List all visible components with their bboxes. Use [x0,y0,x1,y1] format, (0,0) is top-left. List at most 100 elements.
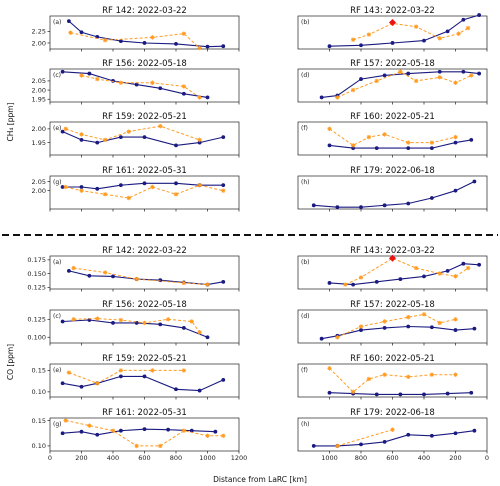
ytick-label-b0-p4-0: 1.95 [32,139,46,147]
point-b0-p5-0-0 [327,143,332,148]
highlight-point-b0-p1 [389,19,396,27]
point-b1-p5-0-4 [422,392,426,397]
point-b0-p6-0-4 [142,181,147,186]
series-line-b0-p4-0 [62,131,224,146]
point-b0-p0-1-0 [68,30,73,35]
point-b1-p6-1-7 [221,433,226,438]
xtick-label-b1-p7-2: 600 [386,454,398,462]
point-b0-p4-0-6 [197,140,202,145]
point-b1-p3-1-0 [335,335,340,340]
point-b0-p7-0-1 [335,205,340,210]
panel-title-b1-p1: RF 143: 2022-03-22 [350,246,435,256]
xtick-label-b1-p6-2: 400 [107,454,119,462]
point-b1-p2-0-0 [60,319,65,324]
point-b0-p0-1-2 [150,35,155,40]
point-b0-p2-0-4 [158,86,163,91]
point-b0-p3-0-2 [359,77,363,81]
point-b0-p4-0-5 [174,143,178,148]
point-b1-p6-0-5 [166,427,171,432]
point-b1-p1-1-0 [343,282,348,287]
point-b1-p7-0-2 [359,442,363,447]
point-b0-p7-0-3 [382,203,387,208]
point-b1-p6-0-1 [79,429,84,434]
point-b1-p4-1-3 [150,368,155,373]
panel-letter-b1-p0: (a) [53,259,61,266]
ytick-label-b1-p6-0: 0.10 [32,442,46,450]
point-b0-p1-1-4 [437,36,442,41]
point-b0-p0-1-4 [197,45,202,51]
point-b1-p1-1-3 [413,265,419,271]
xtick-label-b1-p6-5: 1000 [199,454,216,462]
panel-title-b0-p6: RF 161: 2022-05-31 [102,166,187,176]
panel-letter-b1-p5: (f) [301,367,308,374]
series-line-b1-p3-0 [321,325,475,340]
point-b1-p4-1-2 [118,368,124,373]
point-b1-p5-1-3 [382,372,387,377]
point-b1-p2-0-2 [111,321,115,325]
panel-title-b0-p3: RF 157: 2022-05-18 [350,59,435,69]
point-b0-p6-1-6 [197,182,202,188]
point-b0-p3-1-1 [350,87,356,93]
point-b1-p3-1-4 [421,312,427,317]
xtick-label-b1-p7-1: 800 [355,454,367,462]
point-b0-p4-0-4 [142,135,147,140]
point-b0-p5-1-2 [366,134,372,140]
point-b1-p3-0-5 [429,325,434,330]
point-b1-p2-1-6 [197,330,202,335]
point-b1-p2-1-2 [118,317,124,323]
point-b1-p0-1-3 [181,280,187,286]
panel-letter-b0-p2: (c) [53,72,61,79]
point-b1-p2-1-5 [189,319,194,324]
point-b1-p0-0-1 [87,273,92,278]
point-b1-p7-1-0 [335,443,340,449]
point-b0-p7-0-4 [406,201,411,206]
ytick-label-b0-p2-0: 1.95 [32,96,46,104]
point-b0-p1-0-4 [445,29,450,34]
point-b0-p6-0-2 [95,186,100,191]
point-b1-p1-0-5 [445,268,450,273]
xtick-label-b1-p7-0: 1000 [321,454,338,462]
ytick-label-b1-p4-1: 0.15 [32,367,46,375]
point-b0-p2-1-4 [181,84,187,89]
panel-letter-b1-p1: (b) [301,259,310,266]
point-b1-p3-1-6 [453,317,458,322]
point-b0-p1-0-0 [327,44,332,49]
point-b0-p3-0-6 [461,69,466,74]
point-b1-p2-1-0 [71,317,76,322]
point-b1-p0-1-4 [205,282,210,287]
panel-letter-b0-p1: (b) [301,19,310,26]
point-b1-p6-1-3 [134,443,139,449]
point-b0-p4-0-2 [95,140,100,145]
point-b1-p0-0-0 [67,268,71,273]
ytick-label-b1-p0-1: 0.150 [27,270,46,278]
point-b1-p1-1-4 [437,271,442,276]
point-b0-p3-0-5 [437,69,442,74]
point-b0-p7-0-6 [453,188,458,193]
point-b0-p5-0-2 [374,146,379,151]
point-b1-p3-0-6 [453,328,458,332]
point-b0-p1-1-0 [350,37,356,42]
point-b0-p7-0-2 [359,205,363,210]
point-b1-p5-0-5 [445,391,450,396]
ytick-label-b0-p6-1: 2.05 [32,178,46,186]
point-b1-p4-0-5 [174,387,178,392]
point-b0-p6-1-5 [173,192,179,197]
point-b1-p3-1-1 [358,324,364,329]
point-b1-p4-1-0 [66,370,72,375]
point-b1-p5-0-2 [374,392,379,397]
point-b1-p6-0-0 [60,431,65,436]
point-b0-p7-0-0 [311,203,316,208]
panel-title-b0-p5: RF 160: 2022-05-21 [350,112,435,122]
point-b1-p1-0-2 [374,279,379,284]
series-line-b1-p7-1 [337,429,393,447]
point-b0-p3-1-4 [413,78,419,84]
point-b0-p5-1-0 [327,126,332,132]
point-b1-p7-0-3 [382,439,387,444]
series-line-b0-p7-0 [313,181,475,208]
point-b1-p5-0-0 [327,390,332,395]
xtick-label-b1-p6-0: 0 [48,454,52,462]
point-b0-p6-0-5 [174,181,178,186]
panel-letter-b1-p3: (d) [301,313,310,320]
series-line-b1-p3-1 [337,313,456,338]
